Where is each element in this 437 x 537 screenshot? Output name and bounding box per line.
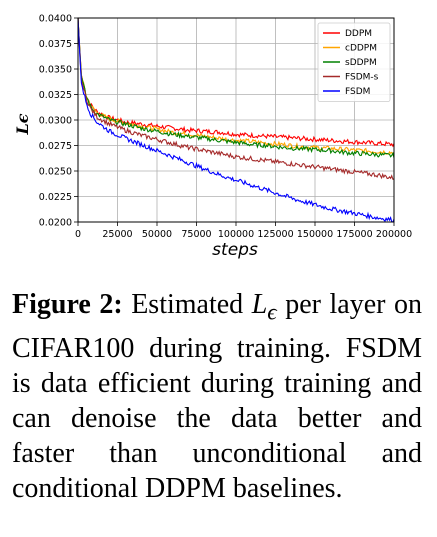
series-line-fsdm-s <box>77 17 395 180</box>
y-tick-label: 0.0300 <box>39 116 72 127</box>
x-tick-label: 125000 <box>257 229 293 240</box>
x-tick-label: 50000 <box>142 229 172 240</box>
legend-box <box>317 22 391 102</box>
y-tick-label: 0.0375 <box>39 39 72 50</box>
loss-chart: 0 25000 50000 75000 100000 125000 150000 175000… <box>13 14 412 261</box>
x-tick-label: 175000 <box>336 229 372 240</box>
y-axis-title: Lϵ <box>13 113 32 135</box>
caption-symbol: Lϵ <box>251 289 277 326</box>
y-tick-label: 0.0200 <box>39 218 72 229</box>
figure-caption: Figure 2: Estimated Lϵ per layer on CIFA… <box>12 287 422 506</box>
y-tick-label: 0.0350 <box>39 65 72 76</box>
y-tick-label: 0.0325 <box>39 90 72 101</box>
caption-symbol-main: L <box>251 289 268 320</box>
caption-label: Figure 2: <box>12 289 123 320</box>
x-tick-label: 75000 <box>181 229 211 240</box>
x-tick-label: 150000 <box>297 229 333 240</box>
caption-symbol-sub: ϵ <box>267 299 277 326</box>
y-tick-label: 0.0275 <box>39 141 72 152</box>
series-line-fsdm <box>77 17 395 223</box>
y-tick-label: 0.0250 <box>39 167 72 178</box>
caption-text-before: Estimated <box>131 289 244 320</box>
legend: DDPM cDDPM sDDPM FSDM-s FSDM <box>317 22 391 102</box>
x-tick-label: 25000 <box>102 229 132 240</box>
legend-label: DDPM <box>345 29 372 39</box>
legend-label: FSDM <box>345 87 370 97</box>
series-lines <box>77 17 395 223</box>
x-axis-title: steps <box>212 240 258 260</box>
x-axis-ticks: 0 25000 50000 75000 100000 125000 150000 175000… <box>75 222 412 240</box>
x-tick-label: 0 <box>75 229 81 240</box>
x-tick-label: 100000 <box>218 229 254 240</box>
y-axis-ticks: 0.0200 0.0225 0.0250 0.0275 0.0300 0.0325 0.03… <box>39 14 78 229</box>
y-tick-label: 0.0400 <box>39 14 72 25</box>
legend-label: sDDPM <box>345 58 377 68</box>
legend-label: FSDM-s <box>345 73 379 83</box>
caption-text-after: per layer on CIFAR100 during train­ing. … <box>12 289 423 504</box>
legend-label: cDDPM <box>345 44 377 54</box>
x-tick-label: 200000 <box>376 229 412 240</box>
series-line-sddpm <box>77 17 395 159</box>
y-tick-label: 0.0225 <box>39 192 72 203</box>
